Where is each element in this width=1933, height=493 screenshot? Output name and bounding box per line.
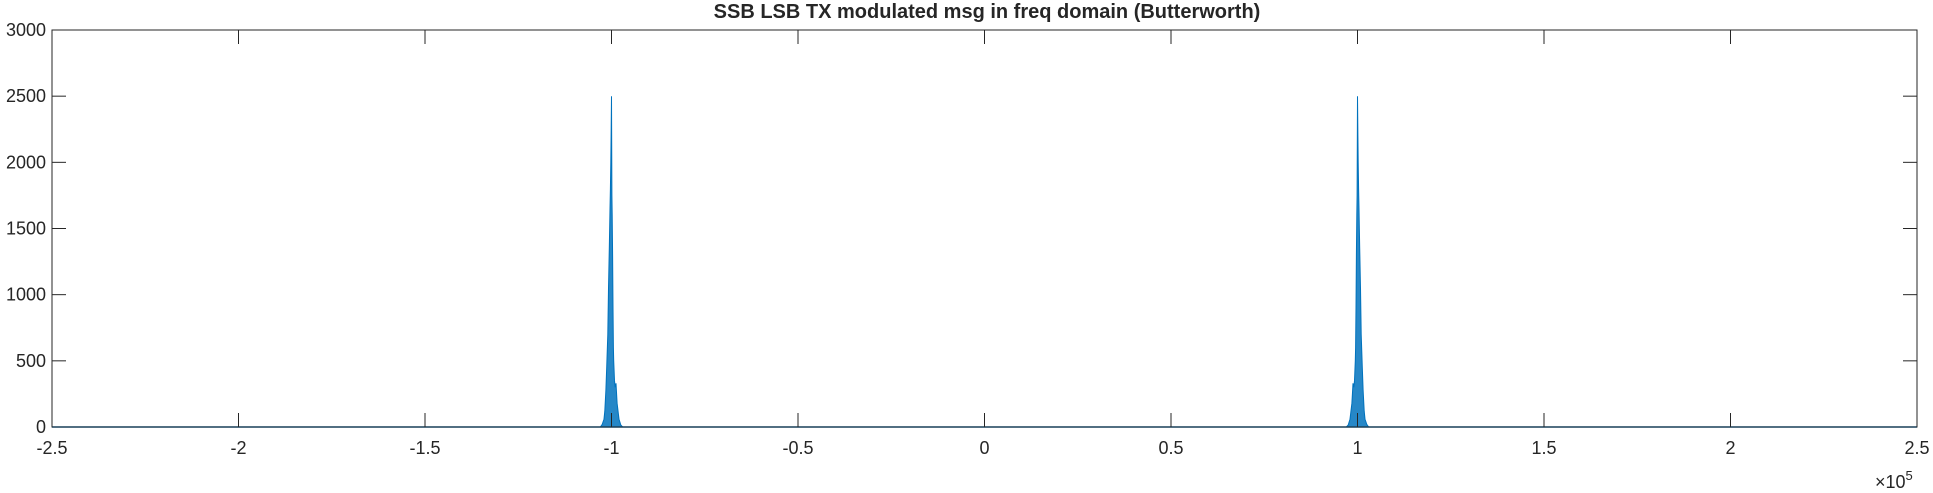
x-tick-label: -2 [230,438,246,458]
x-tick-label: 0.5 [1158,438,1183,458]
x-axis-ticks: -2.5 -2 -1.5 -1 -0.5 0 0.5 1 1.5 2 2.5 [36,30,1930,458]
y-tick-label: 0 [36,417,46,437]
y-tick-label: 1500 [6,219,46,239]
y-tick-label: 3000 [6,20,46,40]
x-tick-label: 1.5 [1531,438,1556,458]
y-tick-label: 1000 [6,285,46,305]
x-axis-exponent-base: ×10 [1875,472,1906,492]
x-tick-label: 2 [1725,438,1735,458]
plot-area [51,29,1918,428]
chart-title: SSB LSB TX modulated msg in freq domain … [714,1,1261,23]
x-tick-label: 1 [1352,438,1362,458]
plot-background [52,30,1917,427]
y-tick-label: 500 [16,351,46,371]
x-tick-label: 0 [979,438,989,458]
y-tick-label: 2000 [6,152,46,172]
x-tick-label: -1 [603,438,619,458]
y-tick-label: 2500 [6,86,46,106]
x-axis-exponent-power: 5 [1906,468,1913,483]
y-axis-ticks: 0 500 1000 1500 2000 2500 3000 [6,20,1917,437]
x-tick-label: -0.5 [782,438,813,458]
x-tick-label: -1.5 [409,438,440,458]
x-tick-label: 2.5 [1904,438,1929,458]
x-axis-exponent: ×105 [1875,468,1913,492]
x-tick-label: -2.5 [36,438,67,458]
